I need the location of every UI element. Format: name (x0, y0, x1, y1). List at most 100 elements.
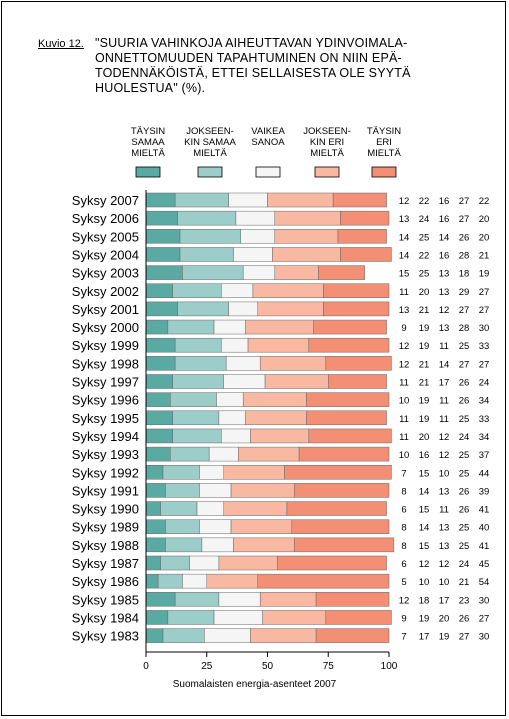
bar-segment (259, 592, 317, 607)
value-label: 9 (401, 613, 406, 624)
bar-segment (179, 247, 234, 262)
value-label: 34 (479, 396, 490, 407)
value-label: 27 (459, 305, 470, 316)
value-label: 20 (479, 214, 490, 225)
value-label: 41 (479, 505, 490, 516)
value-label: 25 (419, 232, 430, 243)
value-label: 45 (479, 559, 490, 570)
bar-segment (328, 374, 387, 389)
bar-segment (238, 446, 300, 462)
bar-segment (145, 301, 178, 317)
bar-segment (223, 374, 266, 389)
value-label: 11 (399, 414, 409, 425)
value-label: 37 (479, 450, 490, 461)
bar-segment (145, 428, 173, 444)
value-label: 12 (399, 595, 410, 606)
value-label: 24 (419, 214, 430, 225)
x-tick-label: 25 (201, 661, 213, 672)
value-label: 20 (419, 287, 430, 298)
value-label: 21 (419, 305, 430, 316)
value-label: 54 (479, 577, 490, 588)
value-label: 6 (401, 505, 406, 516)
value-label: 27 (479, 287, 490, 298)
value-label: 10 (439, 468, 450, 479)
value-label: 13 (439, 323, 450, 334)
bar-segment (162, 628, 205, 643)
legend-label-1: TÄYSIN SAMAA MIELTÄ (131, 126, 166, 159)
category-label: Syksy 2000 (72, 320, 139, 335)
bar-segment (172, 374, 225, 389)
value-label: 27 (479, 305, 490, 316)
bar-segment (233, 537, 295, 553)
value-label: 13 (439, 523, 450, 534)
value-labels: 12 22 16 27 22 13 24 16 27 20 14 25 14 26 20 14 22 16 28 21… (399, 196, 490, 643)
bar-segment (291, 519, 390, 534)
value-label: 12 (419, 559, 430, 570)
value-label: 33 (479, 341, 490, 352)
bar-segment (218, 555, 278, 571)
value-label: 17 (439, 595, 450, 606)
value-label: 7 (401, 468, 406, 479)
value-label: 10 (399, 396, 410, 407)
bar-segment (145, 319, 169, 335)
x-tick-label: 0 (143, 661, 149, 672)
bar-segment (145, 628, 164, 643)
bar-segment (250, 428, 310, 444)
bar-segment (245, 410, 307, 426)
value-label: 27 (459, 196, 470, 207)
bar-segment (145, 592, 176, 607)
bar-segment (145, 555, 161, 571)
value-label: 13 (399, 214, 410, 225)
value-label: 10 (439, 577, 450, 588)
bar-segment (179, 229, 242, 244)
value-label: 13 (399, 305, 410, 316)
bar-segment (213, 610, 263, 625)
value-label: 12 (439, 559, 450, 570)
value-label: 24 (459, 432, 470, 443)
bar-segment (145, 410, 173, 426)
bar-segment (264, 374, 329, 389)
value-label: 16 (439, 250, 450, 261)
value-label: 13 (439, 287, 450, 298)
bar-segment (325, 356, 392, 371)
bar-segment (145, 210, 178, 226)
value-label: 11 (399, 432, 409, 443)
value-label: 13 (439, 269, 450, 280)
bar-segment (240, 229, 276, 244)
value-label: 16 (419, 450, 430, 461)
bar-segment (267, 192, 334, 208)
bar-segment (225, 356, 261, 371)
value-label: 25 (459, 523, 470, 534)
value-label: 29 (459, 287, 470, 298)
value-label: 19 (479, 269, 490, 280)
value-label: 23 (459, 595, 470, 606)
bar-segment (323, 301, 390, 317)
bar-segment (199, 519, 232, 534)
category-label: Syksy 2005 (72, 229, 139, 244)
bar-segment (145, 446, 171, 462)
bar-segment (145, 573, 159, 589)
legend-label-4: JOKSEEN-KIN ERI MIELTÄ (303, 126, 351, 159)
bar-segment (257, 573, 390, 589)
bar-segment (306, 410, 387, 426)
value-label: 27 (479, 359, 490, 370)
value-label: 15 (419, 468, 430, 479)
value-label: 8 (401, 486, 406, 497)
bar-segment (213, 319, 246, 335)
value-label: 40 (479, 523, 490, 534)
value-label: 24 (459, 559, 470, 570)
bar-segment (170, 392, 217, 407)
value-label: 11 (439, 505, 449, 516)
legend-label-5: TÄYSIN ERI MIELTÄ (367, 126, 402, 159)
bar-segment (286, 501, 387, 516)
bar-segment (165, 519, 200, 534)
bar-segment (325, 610, 392, 625)
bar-segment (274, 229, 339, 244)
value-label: 30 (479, 595, 490, 606)
bar-segment (223, 465, 285, 480)
legend-swatch-2 (197, 166, 223, 178)
bar-segment (177, 210, 237, 226)
value-label: 14 (399, 232, 410, 243)
value-label: 19 (419, 341, 430, 352)
bar-segment (245, 319, 314, 335)
